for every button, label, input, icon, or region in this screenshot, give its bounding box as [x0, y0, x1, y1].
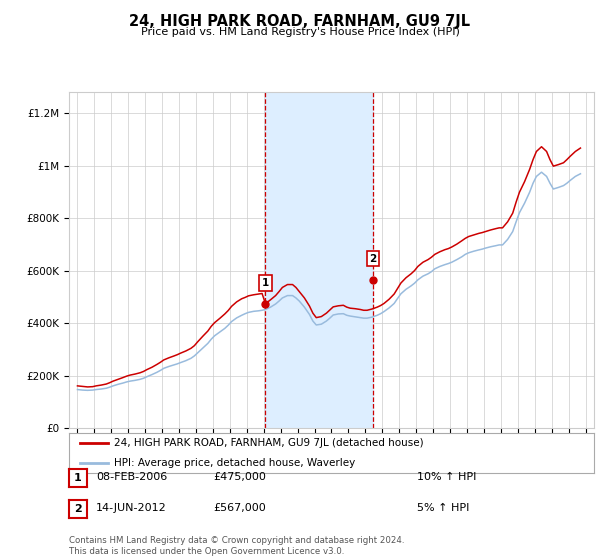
Text: Price paid vs. HM Land Registry's House Price Index (HPI): Price paid vs. HM Land Registry's House … [140, 27, 460, 37]
Text: 5% ↑ HPI: 5% ↑ HPI [417, 503, 469, 513]
Text: 24, HIGH PARK ROAD, FARNHAM, GU9 7JL: 24, HIGH PARK ROAD, FARNHAM, GU9 7JL [130, 14, 470, 29]
Text: 10% ↑ HPI: 10% ↑ HPI [417, 472, 476, 482]
Text: 1: 1 [262, 278, 269, 288]
Text: Contains HM Land Registry data © Crown copyright and database right 2024.
This d: Contains HM Land Registry data © Crown c… [69, 536, 404, 556]
Text: 08-FEB-2006: 08-FEB-2006 [96, 472, 167, 482]
Text: 24, HIGH PARK ROAD, FARNHAM, GU9 7JL (detached house): 24, HIGH PARK ROAD, FARNHAM, GU9 7JL (de… [113, 438, 423, 448]
Text: 14-JUN-2012: 14-JUN-2012 [96, 503, 167, 513]
Text: 2: 2 [74, 504, 82, 514]
Bar [265, 92, 373, 428]
Text: £567,000: £567,000 [213, 503, 266, 513]
Text: HPI: Average price, detached house, Waverley: HPI: Average price, detached house, Wave… [113, 458, 355, 468]
Text: 2: 2 [370, 254, 377, 264]
Text: £475,000: £475,000 [213, 472, 266, 482]
Text: 1: 1 [74, 473, 82, 483]
